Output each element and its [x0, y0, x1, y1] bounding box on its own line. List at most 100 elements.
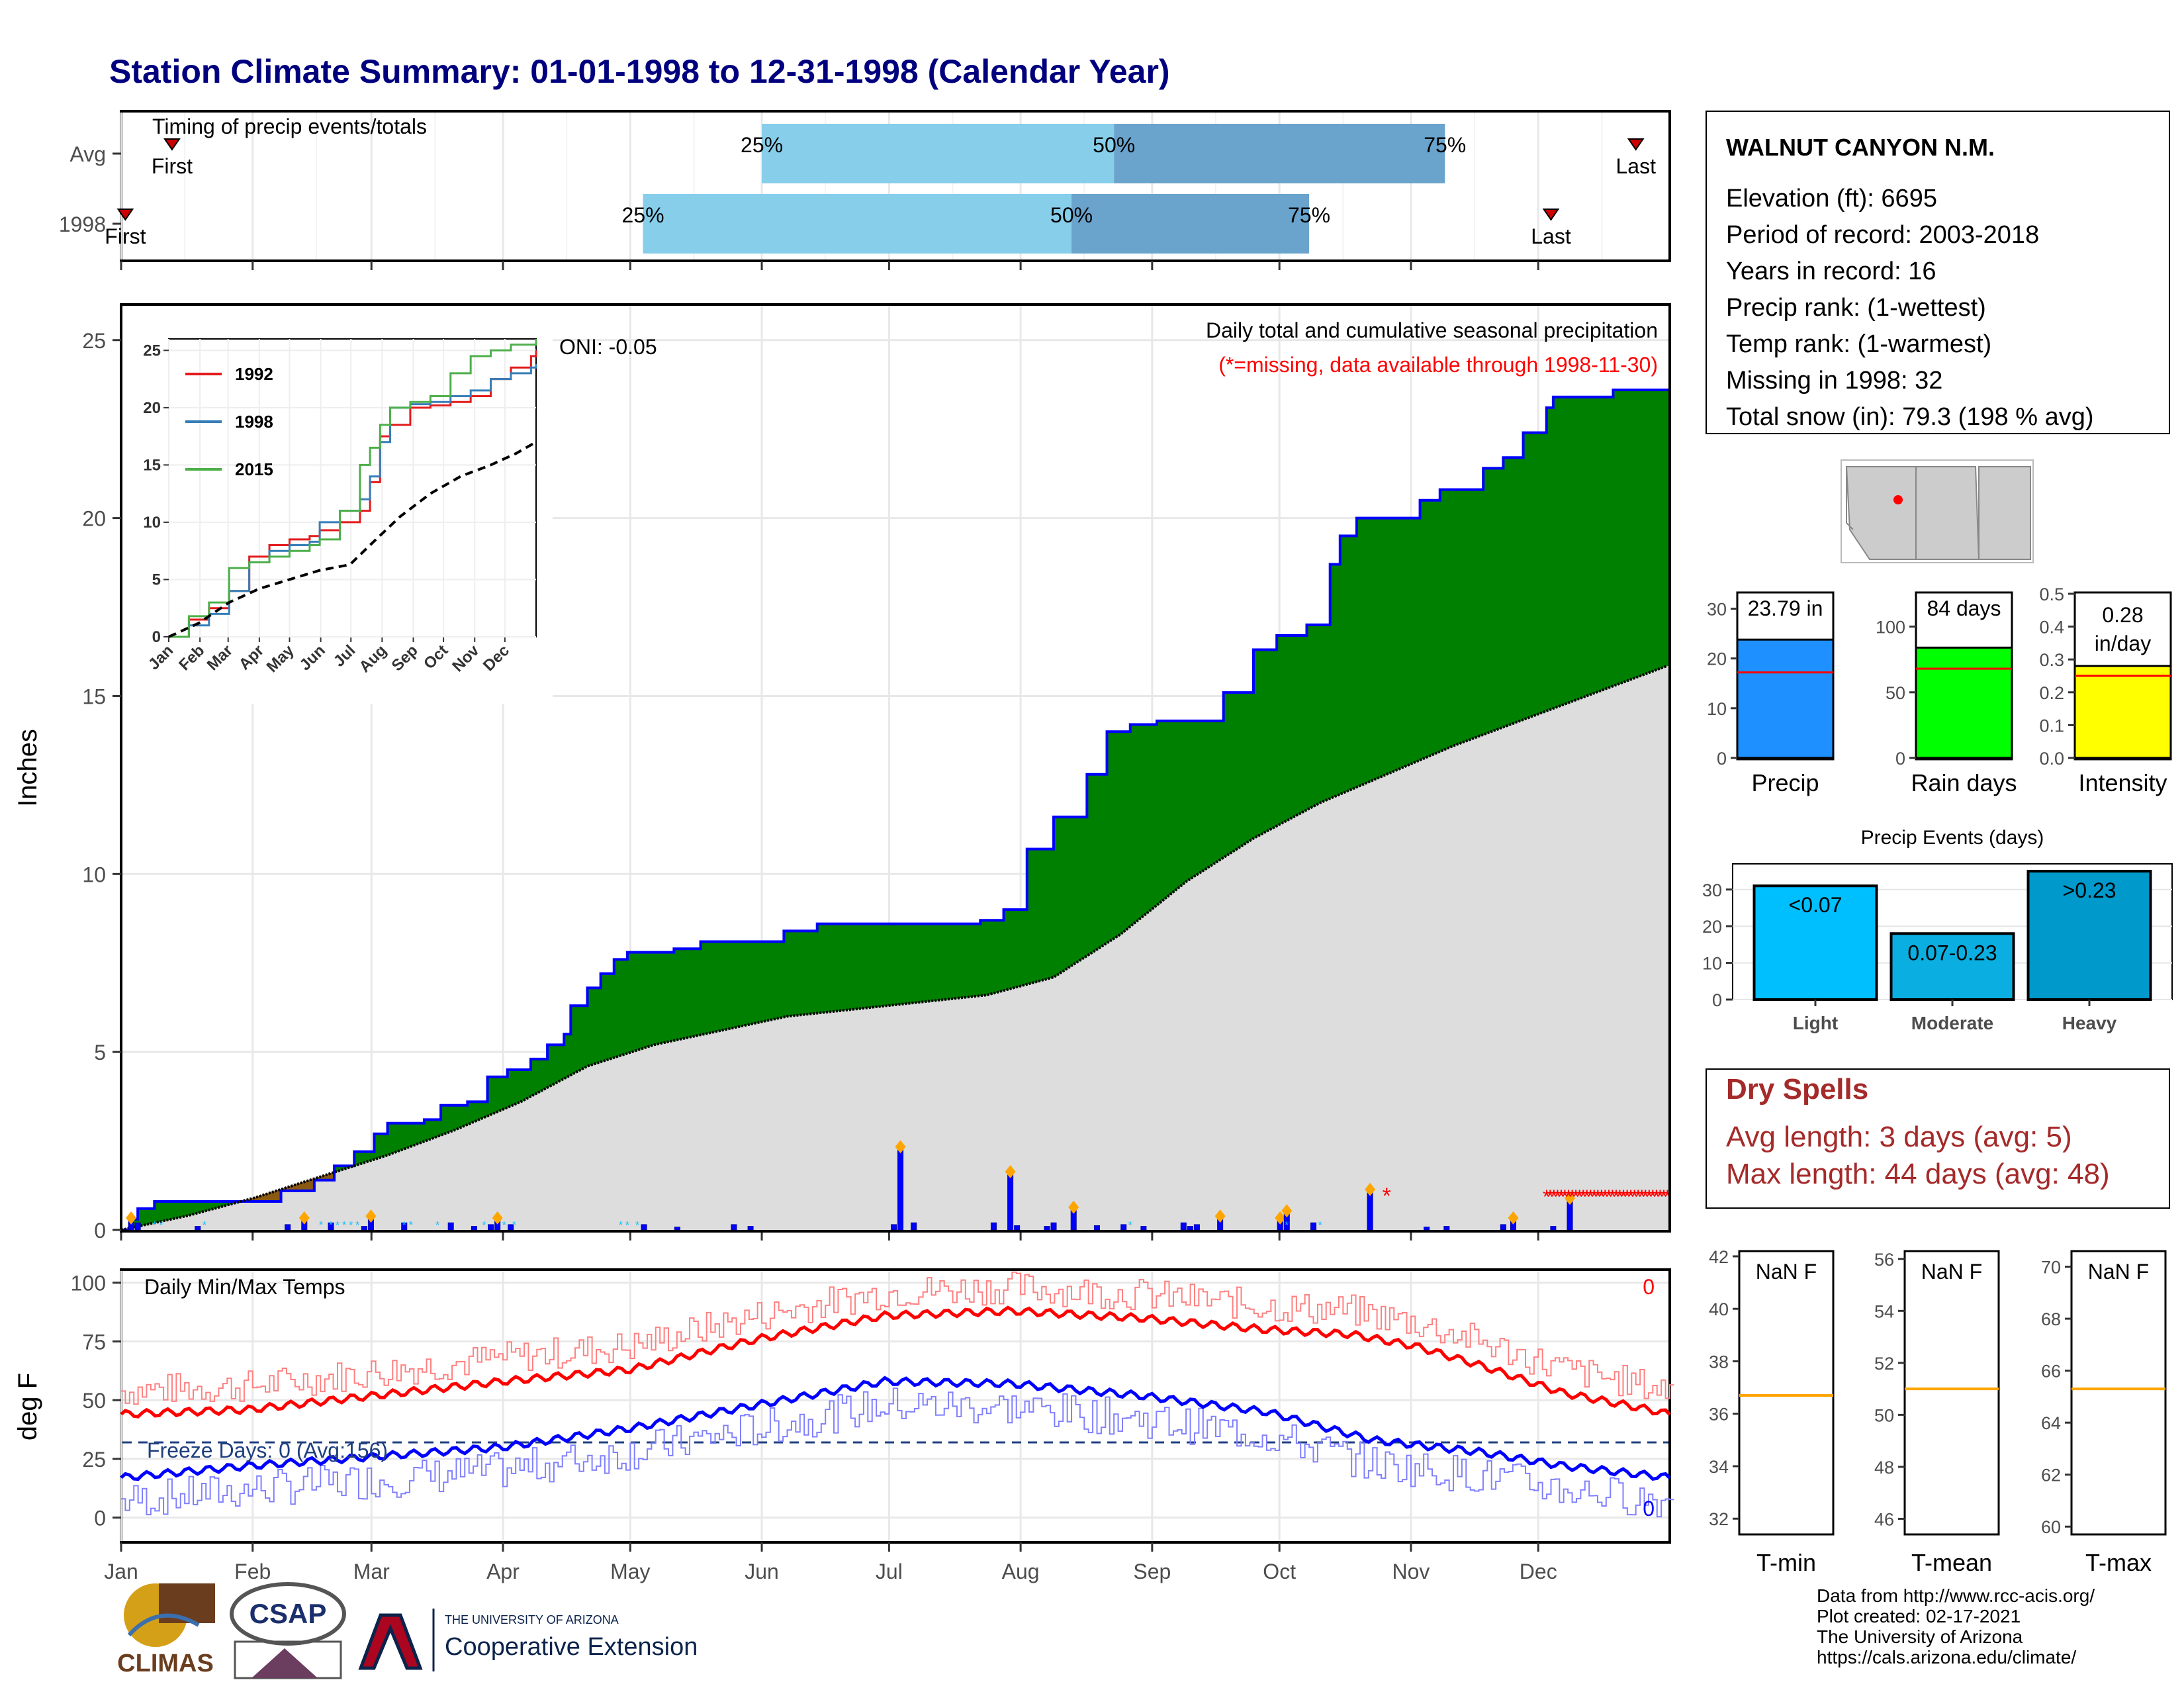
above-normal-area	[553, 1044, 558, 1085]
ua-big-text: Cooperative Extension	[445, 1633, 698, 1661]
temperature-ytick-label: 100	[71, 1272, 106, 1295]
cumulative-1998-line	[121, 383, 1671, 1231]
above-normal-area	[1369, 518, 1374, 782]
daily-precip-bar	[361, 1226, 367, 1231]
above-normal-area	[1050, 849, 1054, 979]
above-normal-area	[1413, 518, 1418, 764]
cumulative-ytick-label: 0	[94, 1219, 106, 1243]
above-normal-area	[773, 941, 778, 1020]
temp-box-ytick-label: 54	[1874, 1301, 1894, 1321]
above-normal-area	[1093, 774, 1097, 953]
above-normal-area	[1099, 774, 1105, 948]
above-normal-area	[1659, 389, 1664, 669]
trace-precip-marker: *	[355, 1220, 359, 1231]
above-normal-area	[414, 1123, 418, 1146]
station-box: WALNUT CANYON N.M. Elevation (ft): 6695 P…	[1706, 111, 2170, 434]
above-normal-area	[463, 1105, 468, 1127]
above-normal-area	[723, 941, 728, 1031]
events-bar	[2026, 870, 2152, 1001]
above-normal-area	[1392, 518, 1397, 773]
above-normal-area	[1256, 649, 1261, 837]
daily-precip-bar	[195, 1226, 201, 1231]
above-normal-area	[707, 941, 711, 1034]
above-normal-area	[417, 1123, 422, 1145]
above-normal-area	[843, 923, 848, 1011]
above-normal-area	[1113, 731, 1118, 940]
above-normal-area	[1529, 432, 1534, 718]
dry-spells-title: Dry Spells	[1726, 1073, 1868, 1105]
credits: Data from http://www.rcc-acis.org/ Plot …	[1817, 1585, 2095, 1667]
missing-data-marker: *	[1557, 1186, 1565, 1208]
above-normal-area	[753, 941, 758, 1024]
events-bar	[1889, 932, 2015, 1001]
temp-box-ytick-label: 32	[1709, 1509, 1729, 1529]
timing-marker-triangle	[116, 209, 134, 221]
trace-precip-marker: *	[512, 1220, 516, 1231]
above-normal-area	[1203, 720, 1208, 871]
missing-data-marker: *	[1590, 1186, 1598, 1208]
above-normal-area	[956, 923, 961, 999]
above-normal-area	[1340, 536, 1344, 795]
temp-box-ytick-label: 62	[2041, 1466, 2061, 1485]
trace-precip-marker: *	[342, 1220, 346, 1231]
ua-logo: THE UNIVERSITY OF ARIZONA Cooperative Ex…	[358, 1609, 698, 1671]
trace-precip-marker: *	[1285, 1220, 1289, 1231]
above-normal-area	[1433, 500, 1437, 755]
heavy-event-marker	[1068, 1200, 1079, 1214]
above-normal-area	[889, 923, 894, 1006]
above-normal-area	[1017, 909, 1021, 988]
missing-data-marker: *	[1543, 1186, 1551, 1208]
daily-precip-bar	[897, 1147, 904, 1231]
dry-spells-max: Max length: 44 days (avg: 48)	[1726, 1158, 2110, 1190]
summary-bar-value: 23.79 in	[1748, 596, 1823, 620]
credit-line-2: Plot created: 02-17-2021	[1817, 1606, 2021, 1626]
above-normal-area	[780, 941, 784, 1019]
missing-data-marker: *	[1645, 1186, 1653, 1208]
above-normal-area	[1596, 397, 1600, 693]
missing-data-marker: *	[1572, 1186, 1580, 1208]
above-normal-area	[157, 1201, 161, 1223]
above-normal-area	[897, 923, 901, 1006]
above-normal-area	[1356, 518, 1361, 788]
daily-precip-bar	[1443, 1226, 1450, 1231]
above-normal-area	[747, 941, 751, 1025]
cumulative-panel-frame	[120, 303, 1671, 1233]
daily-precip-bar	[1500, 1224, 1506, 1231]
temp-box-frame	[1903, 1250, 2000, 1536]
inset-series-line	[169, 364, 537, 638]
timing-pct-label: 75%	[1288, 203, 1330, 227]
missing-data-marker: *	[1638, 1186, 1646, 1208]
above-normal-area	[1210, 720, 1214, 867]
above-normal-area	[1626, 389, 1631, 682]
above-normal-area	[960, 923, 964, 998]
above-normal-area	[1206, 720, 1211, 869]
above-normal-area	[1615, 389, 1621, 686]
trace-precip-marker: *	[635, 1220, 639, 1231]
above-normal-area	[1449, 489, 1454, 748]
above-normal-area	[880, 923, 884, 1007]
csap-logo-text: CSAP	[250, 1598, 327, 1629]
above-normal-area	[384, 1133, 388, 1157]
missing-data-marker: *	[1627, 1186, 1635, 1208]
above-normal-area	[936, 923, 941, 1001]
trace-precip-marker: *	[319, 1220, 323, 1231]
heavy-event-marker	[1275, 1211, 1286, 1225]
daily-precip-bar	[471, 1226, 477, 1231]
daily-precip-bar	[1007, 1172, 1014, 1231]
above-normal-area	[1453, 489, 1457, 747]
above-normal-area	[560, 1044, 565, 1082]
above-normal-area	[1246, 692, 1251, 843]
climas-logo: CLIMAS	[117, 1583, 215, 1677]
above-normal-area	[903, 923, 908, 1005]
trace-precip-marker: *	[1318, 1220, 1322, 1231]
above-normal-area	[830, 923, 835, 1012]
above-normal-area	[996, 919, 1001, 993]
temperature-ytick-label: 0	[94, 1507, 106, 1530]
events-ytick-label: 30	[1702, 880, 1722, 900]
trace-precip-marker: *	[625, 1220, 629, 1231]
summary-bar-value: 0.28	[2102, 603, 2143, 627]
above-normal-area	[1366, 518, 1371, 784]
above-normal-area	[517, 1069, 522, 1104]
above-normal-area	[1173, 720, 1177, 893]
above-normal-area	[450, 1105, 455, 1133]
